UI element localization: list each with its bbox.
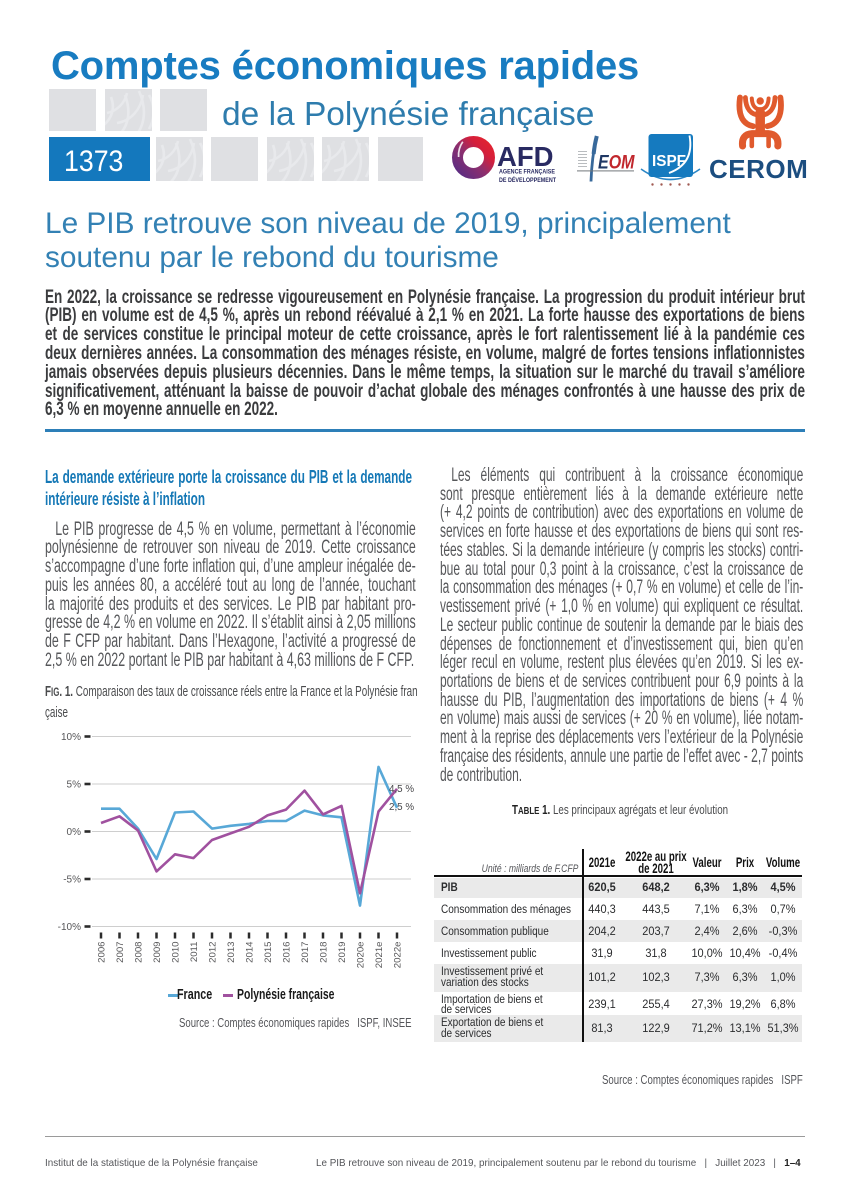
- svg-text:2011: 2011: [189, 942, 200, 963]
- svg-text:-5%: -5%: [63, 875, 81, 886]
- svg-text:DE DÉVELOPPEMENT: DE DÉVELOPPEMENT: [499, 176, 556, 184]
- svg-text:2013: 2013: [226, 942, 237, 963]
- svg-text:2007: 2007: [115, 942, 126, 963]
- svg-text:-10%: -10%: [58, 922, 81, 933]
- svg-text:5%: 5%: [67, 780, 82, 791]
- svg-text:4,5 %: 4,5 %: [389, 784, 414, 795]
- svg-text:AGENCE FRANÇAISE: AGENCE FRANÇAISE: [499, 170, 555, 176]
- svg-text:2019: 2019: [337, 942, 348, 963]
- svg-text:2022e: 2022e: [393, 942, 404, 969]
- svg-text:EOM: EOM: [598, 152, 635, 174]
- svg-text:2009: 2009: [152, 942, 163, 963]
- svg-text:2012: 2012: [208, 942, 219, 963]
- svg-text:10%: 10%: [61, 732, 81, 743]
- svg-text:2014: 2014: [245, 941, 256, 963]
- svg-text:2,5 %: 2,5 %: [389, 802, 414, 813]
- svg-text:2020e: 2020e: [356, 942, 367, 969]
- svg-text:2008: 2008: [134, 942, 145, 963]
- svg-text:CEROM: CEROM: [709, 154, 808, 184]
- svg-text:ISPF: ISPF: [652, 153, 686, 170]
- svg-text:2015: 2015: [263, 942, 274, 963]
- svg-text:AFD: AFD: [497, 141, 554, 172]
- svg-text:2018: 2018: [319, 942, 330, 963]
- svg-text:2021e: 2021e: [374, 942, 385, 969]
- svg-text:2016: 2016: [282, 942, 293, 963]
- svg-text:0%: 0%: [67, 827, 82, 838]
- svg-text:2017: 2017: [300, 942, 311, 963]
- svg-text:2006: 2006: [97, 942, 108, 963]
- svg-text:2010: 2010: [171, 942, 182, 963]
